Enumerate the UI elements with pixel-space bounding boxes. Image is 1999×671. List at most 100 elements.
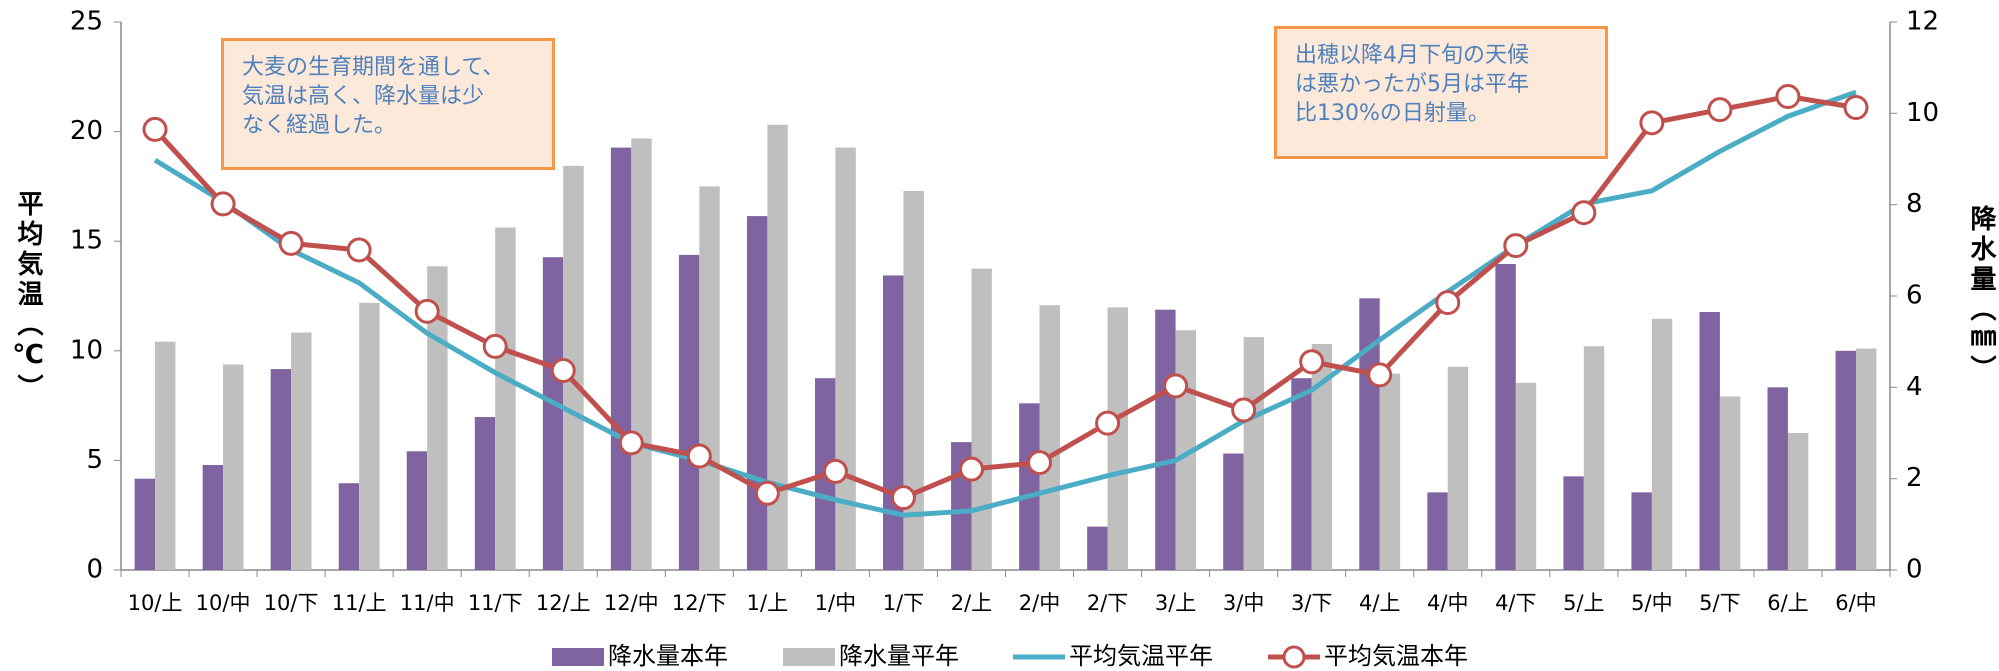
bar: [1516, 383, 1536, 570]
bar: [835, 148, 855, 570]
y-tick-label: 5: [86, 445, 103, 475]
bar: [1856, 349, 1876, 570]
x-tick-label: 5/下: [1699, 591, 1740, 615]
y2-tick-label: 8: [1906, 189, 1923, 219]
marker: [1437, 292, 1459, 314]
x-tick-label: 6/上: [1767, 591, 1808, 615]
bar: [699, 186, 719, 570]
annotation-line: 気温は高く、降水量は少: [242, 82, 534, 111]
bar: [971, 269, 991, 570]
annotation-line: なく経過した。: [242, 111, 534, 140]
marker: [552, 360, 574, 382]
bar: [1836, 351, 1856, 570]
x-tick-label: 11/中: [400, 591, 455, 615]
x-tick-label: 1/上: [747, 591, 788, 615]
marker: [688, 445, 710, 467]
bar: [611, 148, 631, 570]
x-tick-label: 1/中: [815, 591, 856, 615]
marker: [892, 487, 914, 509]
legend-label: 降水量平年: [839, 642, 959, 670]
marker: [1097, 412, 1119, 434]
legend-swatch: [552, 648, 604, 666]
y-tick-label: 25: [70, 7, 103, 37]
annotation-line: 大麦の生育期間を通して、: [242, 53, 534, 82]
bar: [1720, 396, 1740, 570]
bar: [1448, 367, 1468, 570]
annotation-line: 比130%の日射量。: [1295, 99, 1587, 128]
x-tick-label: 10/中: [196, 591, 251, 615]
bar: [1768, 387, 1788, 570]
bar: [495, 228, 515, 571]
bar: [1380, 374, 1400, 570]
marker: [824, 460, 846, 482]
bar: [1631, 492, 1651, 570]
bar: [223, 365, 243, 571]
marker: [620, 432, 642, 454]
x-tick-label: 3/中: [1223, 591, 1264, 615]
marker: [1709, 99, 1731, 121]
x-tick-label: 2/上: [951, 591, 992, 615]
bar: [883, 275, 903, 570]
y2-tick-label: 4: [1906, 372, 1923, 402]
x-tick-label: 3/下: [1291, 591, 1332, 615]
bar: [407, 451, 427, 570]
marker: [1233, 399, 1255, 421]
marker: [484, 335, 506, 357]
x-tick-label: 10/上: [128, 591, 183, 615]
x-tick-label: 11/上: [332, 591, 387, 615]
bar: [543, 257, 563, 570]
marker: [1301, 351, 1323, 373]
y-axis-label: 平均気温（℃）: [10, 190, 47, 404]
x-tick-label: 2/中: [1019, 591, 1060, 615]
x-tick-label: 4/上: [1359, 591, 1400, 615]
marker: [1165, 375, 1187, 397]
bar: [475, 417, 495, 570]
bar: [135, 479, 155, 570]
legend-label: 降水量本年: [608, 642, 728, 670]
bar: [1155, 310, 1175, 570]
y-tick-label: 20: [70, 116, 103, 146]
marker: [280, 232, 302, 254]
bar: [339, 483, 359, 570]
marker: [756, 482, 778, 504]
y-tick-label: 15: [70, 226, 103, 256]
bar: [359, 303, 379, 570]
bar: [1699, 312, 1719, 570]
x-tick-label: 6/中: [1835, 591, 1876, 615]
marker: [1505, 235, 1527, 257]
bar: [1087, 527, 1107, 570]
marker: [212, 193, 234, 215]
annotation-line: 出穂以降4月下旬の天候: [1295, 41, 1587, 70]
x-tick-label: 2/下: [1087, 591, 1128, 615]
bar: [1584, 346, 1604, 570]
x-tick-label: 1/下: [883, 591, 924, 615]
bar: [1019, 403, 1039, 570]
legend-label: 平均気温平年: [1069, 642, 1213, 670]
bar: [1040, 305, 1060, 570]
x-tick-label: 4/下: [1495, 591, 1536, 615]
legend-swatch: [783, 648, 835, 666]
annotation: 大麦の生育期間を通して、 気温は高く、降水量は少 なく経過した。: [221, 38, 555, 170]
marker: [1641, 112, 1663, 134]
y2-tick-label: 0: [1906, 555, 1923, 585]
marker: [1369, 364, 1391, 386]
bar: [631, 138, 651, 570]
marker: [1777, 86, 1799, 108]
marker: [416, 300, 438, 322]
marker: [1845, 96, 1867, 118]
legend-marker: [1284, 647, 1304, 667]
bar: [1652, 319, 1672, 570]
annotation-line: は悪かったが5月は平年: [1295, 70, 1587, 99]
marker: [960, 458, 982, 480]
bar: [1427, 492, 1447, 570]
x-tick-label: 5/上: [1563, 591, 1604, 615]
y2-tick-label: 2: [1906, 463, 1923, 493]
marker: [1573, 202, 1595, 224]
bar: [1788, 433, 1808, 570]
y2-tick-label: 6: [1906, 281, 1923, 311]
x-tick-label: 4/中: [1427, 591, 1468, 615]
bar: [1495, 264, 1515, 570]
marker: [144, 118, 166, 140]
annotation: 出穂以降4月下旬の天候 は悪かったが5月は平年 比130%の日射量。: [1274, 26, 1608, 159]
bar: [747, 216, 767, 570]
